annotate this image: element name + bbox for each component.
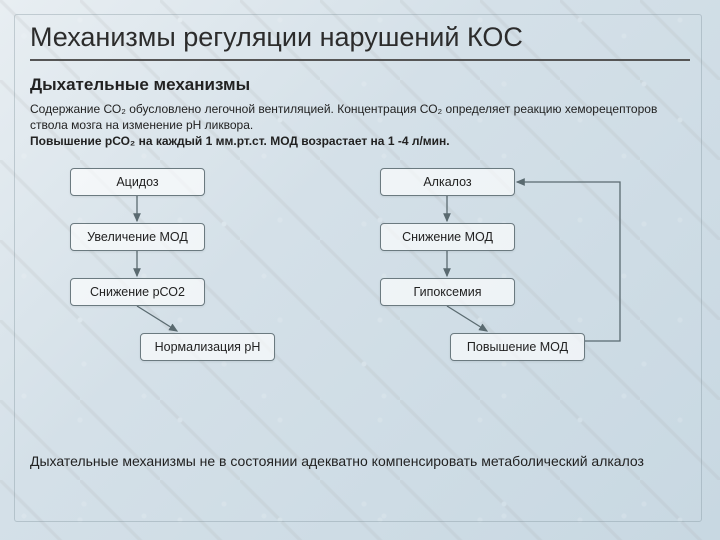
arrow-layer [30, 168, 690, 448]
node-ph-norm: Нормализация рН [140, 333, 275, 361]
node-mod-down: Снижение МОД [380, 223, 515, 251]
node-label: Повышение МОД [467, 340, 568, 354]
node-label: Гипоксемия [414, 285, 482, 299]
desc-line1: Содержание СО₂ обусловлено легочной вент… [30, 102, 657, 132]
footnote: Дыхательные механизмы не в состоянии аде… [30, 452, 690, 471]
node-alkalosis: Алкалоз [380, 168, 515, 196]
slide-title: Механизмы регуляции нарушений КОС [30, 22, 690, 53]
node-pco2-down: Снижение рСО2 [70, 278, 205, 306]
desc-line2: Повышение рСО₂ на каждый 1 мм.рт.ст. МОД… [30, 134, 450, 148]
node-label: Ацидоз [116, 175, 158, 189]
flowchart: Ацидоз Увеличение МОД Снижение рСО2 Норм… [30, 168, 690, 448]
node-mod-up: Увеличение МОД [70, 223, 205, 251]
node-label: Нормализация рН [155, 340, 261, 354]
node-label: Снижение рСО2 [90, 285, 185, 299]
node-mod-up-2: Повышение МОД [450, 333, 585, 361]
node-acidosis: Ацидоз [70, 168, 205, 196]
node-label: Алкалоз [423, 175, 471, 189]
node-label: Снижение МОД [402, 230, 493, 244]
description: Содержание СО₂ обусловлено легочной вент… [30, 101, 690, 150]
title-underline [30, 59, 690, 61]
subtitle: Дыхательные механизмы [30, 75, 690, 95]
node-label: Увеличение МОД [87, 230, 188, 244]
node-hypoxemia: Гипоксемия [380, 278, 515, 306]
